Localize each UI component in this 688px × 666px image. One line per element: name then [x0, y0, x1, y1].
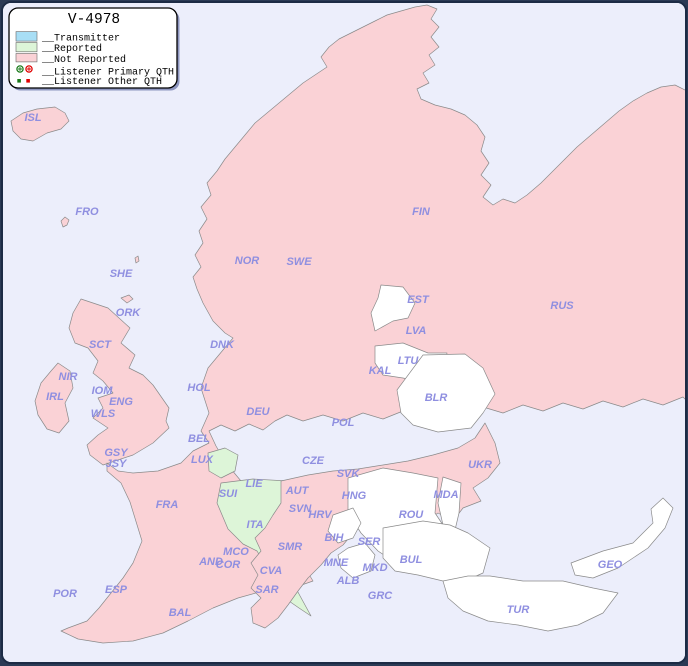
svg-text:__Not Reported: __Not Reported: [41, 54, 126, 66]
svg-text:LTU: LTU: [398, 355, 420, 367]
svg-text:NIR: NIR: [59, 371, 78, 383]
svg-text:TUR: TUR: [507, 604, 530, 616]
svg-text:COR: COR: [216, 559, 241, 571]
svg-text:ROU: ROU: [399, 509, 425, 521]
svg-text:__Reported: __Reported: [41, 43, 102, 55]
svg-text:IRL: IRL: [46, 391, 64, 403]
svg-text:HNG: HNG: [342, 490, 367, 502]
svg-text:ENG: ENG: [109, 396, 133, 408]
svg-text:EST: EST: [407, 294, 430, 306]
svg-text:AUT: AUT: [285, 485, 310, 497]
svg-text:LUX: LUX: [191, 454, 214, 466]
svg-text:GEO: GEO: [598, 559, 623, 571]
svg-text:SER: SER: [358, 536, 381, 548]
svg-text:ESP: ESP: [105, 584, 128, 596]
svg-text:ALB: ALB: [336, 575, 360, 587]
svg-text:HRV: HRV: [308, 509, 333, 521]
svg-text:BLR: BLR: [425, 392, 448, 404]
svg-text:LVA: LVA: [406, 325, 427, 337]
svg-text:MCO: MCO: [223, 546, 249, 558]
svg-text:SAR: SAR: [255, 584, 278, 596]
svg-text:GRC: GRC: [368, 590, 394, 602]
svg-text:POR: POR: [53, 588, 77, 600]
svg-text:WLS: WLS: [91, 408, 116, 420]
svg-text:ISL: ISL: [24, 112, 41, 124]
svg-text:FIN: FIN: [412, 206, 431, 218]
svg-text:MKD: MKD: [362, 562, 387, 574]
svg-text:ITA: ITA: [247, 519, 264, 531]
svg-text:SWE: SWE: [286, 256, 312, 268]
svg-text:ORK: ORK: [116, 307, 142, 319]
svg-text:SCT: SCT: [89, 339, 112, 351]
svg-text:BEL: BEL: [188, 433, 210, 445]
svg-text:HOL: HOL: [187, 382, 211, 394]
svg-text:BAL: BAL: [169, 607, 192, 619]
svg-text:__Transmitter: __Transmitter: [41, 32, 120, 44]
svg-text:MNE: MNE: [324, 557, 349, 569]
svg-text:MDA: MDA: [433, 489, 458, 501]
svg-text:V-4978: V-4978: [68, 12, 120, 28]
svg-text:SVK: SVK: [337, 468, 361, 480]
svg-text:BUL: BUL: [400, 554, 423, 566]
svg-text:RUS: RUS: [550, 300, 574, 312]
svg-text:DNK: DNK: [210, 339, 235, 351]
svg-text:KAL: KAL: [369, 365, 392, 377]
svg-text:CZE: CZE: [302, 455, 325, 467]
svg-text:LIE: LIE: [245, 478, 263, 490]
svg-text:SMR: SMR: [278, 541, 303, 553]
svg-text:JSY: JSY: [106, 458, 128, 470]
svg-text:POL: POL: [332, 417, 355, 429]
svg-text:NOR: NOR: [235, 255, 260, 267]
svg-text:CVA: CVA: [260, 565, 282, 577]
svg-text:FRO: FRO: [75, 206, 99, 218]
svg-text:UKR: UKR: [468, 459, 492, 471]
svg-text:DEU: DEU: [246, 406, 270, 418]
svg-text:FRA: FRA: [156, 499, 179, 511]
svg-text:__Listener Other QTH: __Listener Other QTH: [41, 76, 162, 88]
svg-text:SUI: SUI: [219, 488, 238, 500]
svg-text:BIH: BIH: [325, 532, 345, 544]
svg-text:SHE: SHE: [110, 268, 133, 280]
